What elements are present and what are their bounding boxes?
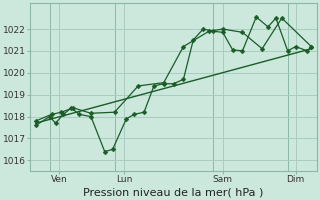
X-axis label: Pression niveau de la mer( hPa ): Pression niveau de la mer( hPa )	[84, 187, 264, 197]
